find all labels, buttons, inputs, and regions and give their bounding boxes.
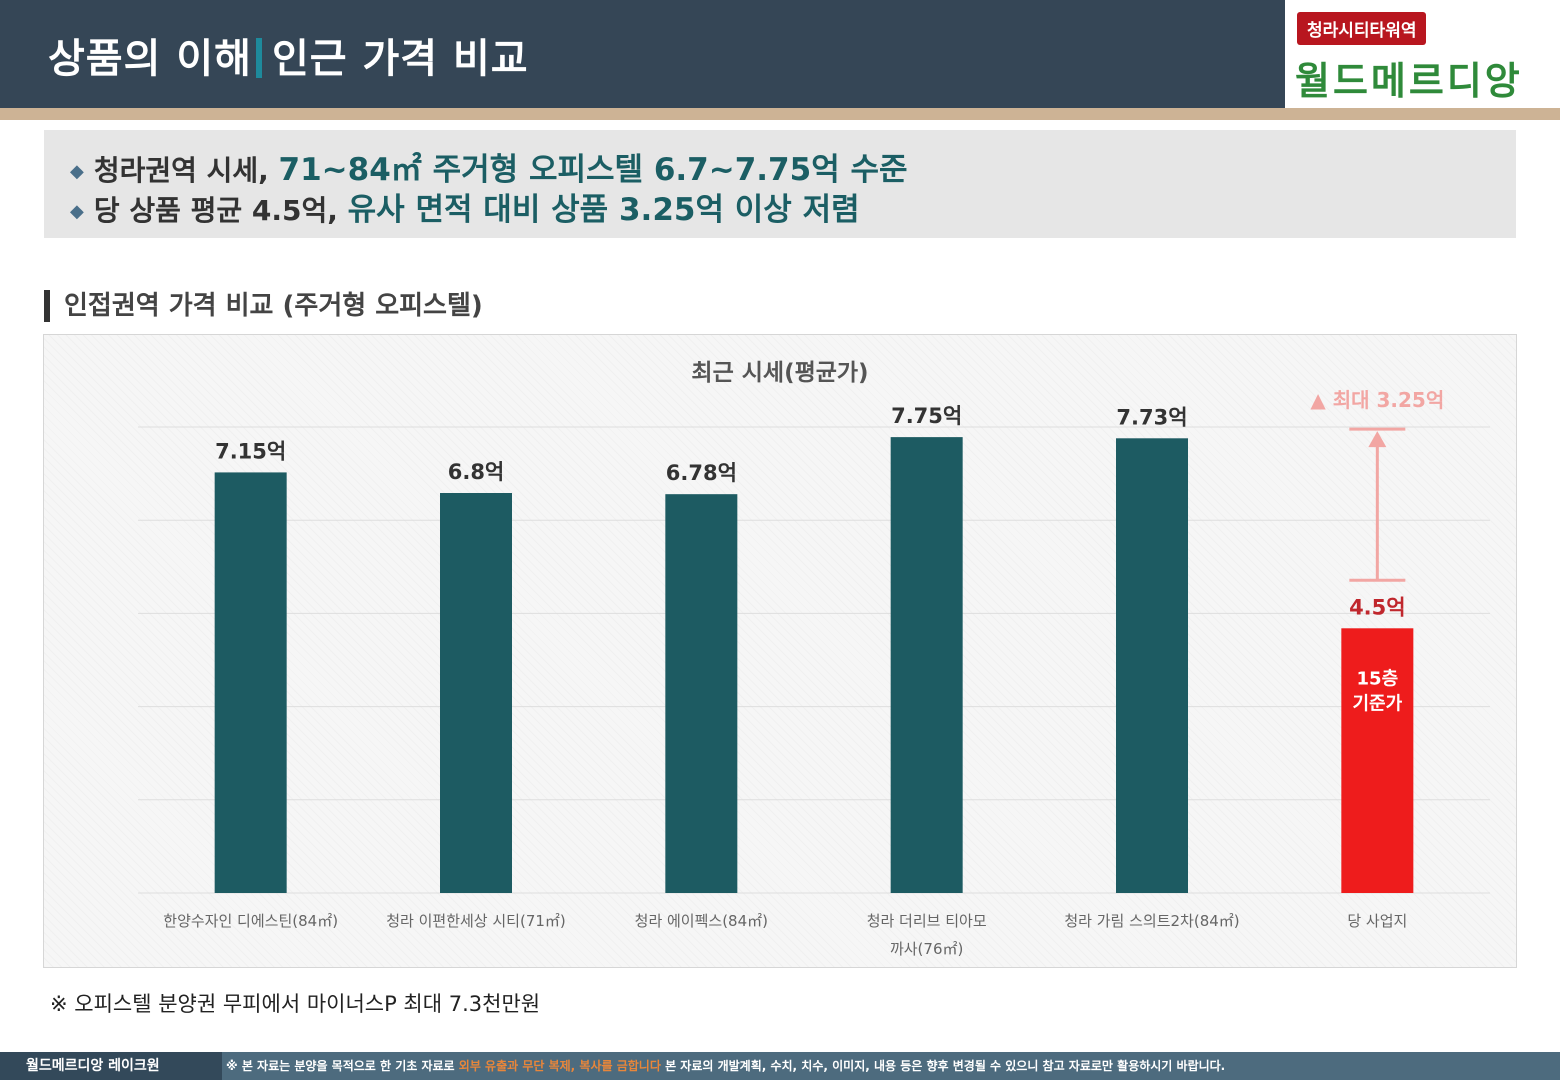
category-label: 청라 에이펙스(84㎡) — [635, 912, 768, 930]
bar-value-label: 6.8억 — [448, 460, 505, 484]
category-label: 청라 가림 스의트2차(84㎡) — [1064, 912, 1239, 930]
category-label: 청라 더리브 티아모 — [867, 912, 987, 930]
bar-value-label: 4.5억 — [1349, 595, 1406, 619]
chart-bar — [440, 493, 512, 893]
chart-title: 최근 시세(평균가) — [691, 360, 868, 386]
summary-line-1-prefix: 청라권역 시세, — [93, 154, 269, 187]
section-title: 인접권역 가격 비교 (주거형 오피스텔) — [44, 290, 483, 322]
header-accent-bar — [0, 108, 1560, 120]
page-title-part2: 인근 가격 비교 — [271, 36, 529, 82]
page-title-part1: 상품의 이해 — [48, 36, 252, 82]
chart-bar — [890, 437, 963, 893]
summary-line-1: ◆ 청라권역 시세, 71~84㎡ 주거형 오피스텔 6.7~7.75억 수준 — [70, 144, 908, 189]
bar-value-label: 7.15억 — [215, 439, 286, 463]
bar-value-label: 6.78억 — [666, 461, 737, 485]
category-label: 까사(76㎡) — [890, 940, 963, 958]
header-bar: 상품의 이해 인근 가격 비교 — [0, 0, 1285, 108]
category-label: 당 사업지 — [1347, 912, 1407, 930]
footer-disclaimer-prefix: ※ 본 자료는 분양을 목적으로 한 기초 자료로 — [226, 1059, 455, 1073]
bar-value-label: 7.75억 — [891, 404, 962, 428]
chart-bar — [1341, 628, 1414, 893]
annotation-label: ▲ 최대 3.25억 — [1310, 388, 1444, 412]
summary-line-2-highlight: 유사 면적 대비 상품 3.25억 이상 저렴 — [347, 192, 860, 228]
annotation-arrow-head — [1368, 431, 1387, 448]
title-separator — [255, 38, 262, 78]
footer-disclaimer-suffix: 본 자료의 개발계획, 수치, 치수, 이미지, 내용 등은 향후 변경될 수 … — [665, 1059, 1226, 1073]
brand-logo: 청라시티타워역 월드메르디앙 — [1285, 0, 1560, 108]
footer-disclaimer-warning: 외부 유출과 무단 복제, 복사를 금합니다 — [458, 1059, 661, 1073]
summary-line-2-prefix: 당 상품 평균 4.5억, — [93, 194, 338, 227]
page-title: 상품의 이해 인근 가격 비교 — [48, 26, 529, 84]
logo-text: 월드메르디앙 — [1295, 59, 1523, 103]
logo-badge: 청라시티타워역 — [1297, 12, 1427, 45]
summary-line-1-highlight: 71~84㎡ 주거형 오피스텔 6.7~7.75억 수준 — [278, 152, 908, 188]
bullet-icon: ◆ — [70, 161, 84, 182]
footnote: ※ 오피스텔 분양권 무피에서 마이너스P 최대 7.3천만원 — [50, 992, 541, 1016]
footer-bar: 월드메르디앙 레이크원 ※ 본 자료는 분양을 목적으로 한 기초 자료로 외부… — [0, 1052, 1560, 1080]
category-label: 한양수자인 디에스틴(84㎡) — [163, 912, 338, 930]
chart-bar — [1116, 438, 1188, 893]
footer-brand: 월드메르디앙 레이크원 — [0, 1052, 222, 1080]
category-label: 청라 이편한세상 시티(71㎡) — [386, 912, 566, 930]
highlight-bar-text: 15층 — [1357, 668, 1399, 689]
summary-box: ◆ 청라권역 시세, 71~84㎡ 주거형 오피스텔 6.7~7.75억 수준 ◆… — [44, 130, 1516, 238]
footer-disclaimer: ※ 본 자료는 분양을 목적으로 한 기초 자료로 외부 유출과 무단 복제, … — [222, 1052, 1225, 1080]
highlight-bar-text: 기준가 — [1352, 693, 1402, 714]
chart-bar — [214, 472, 287, 893]
bar-value-label: 7.73억 — [1116, 405, 1187, 429]
summary-line-2: ◆ 당 상품 평균 4.5억, 유사 면적 대비 상품 3.25억 이상 저렴 — [70, 184, 860, 229]
chart-bar — [665, 494, 738, 893]
bullet-icon: ◆ — [70, 201, 84, 222]
